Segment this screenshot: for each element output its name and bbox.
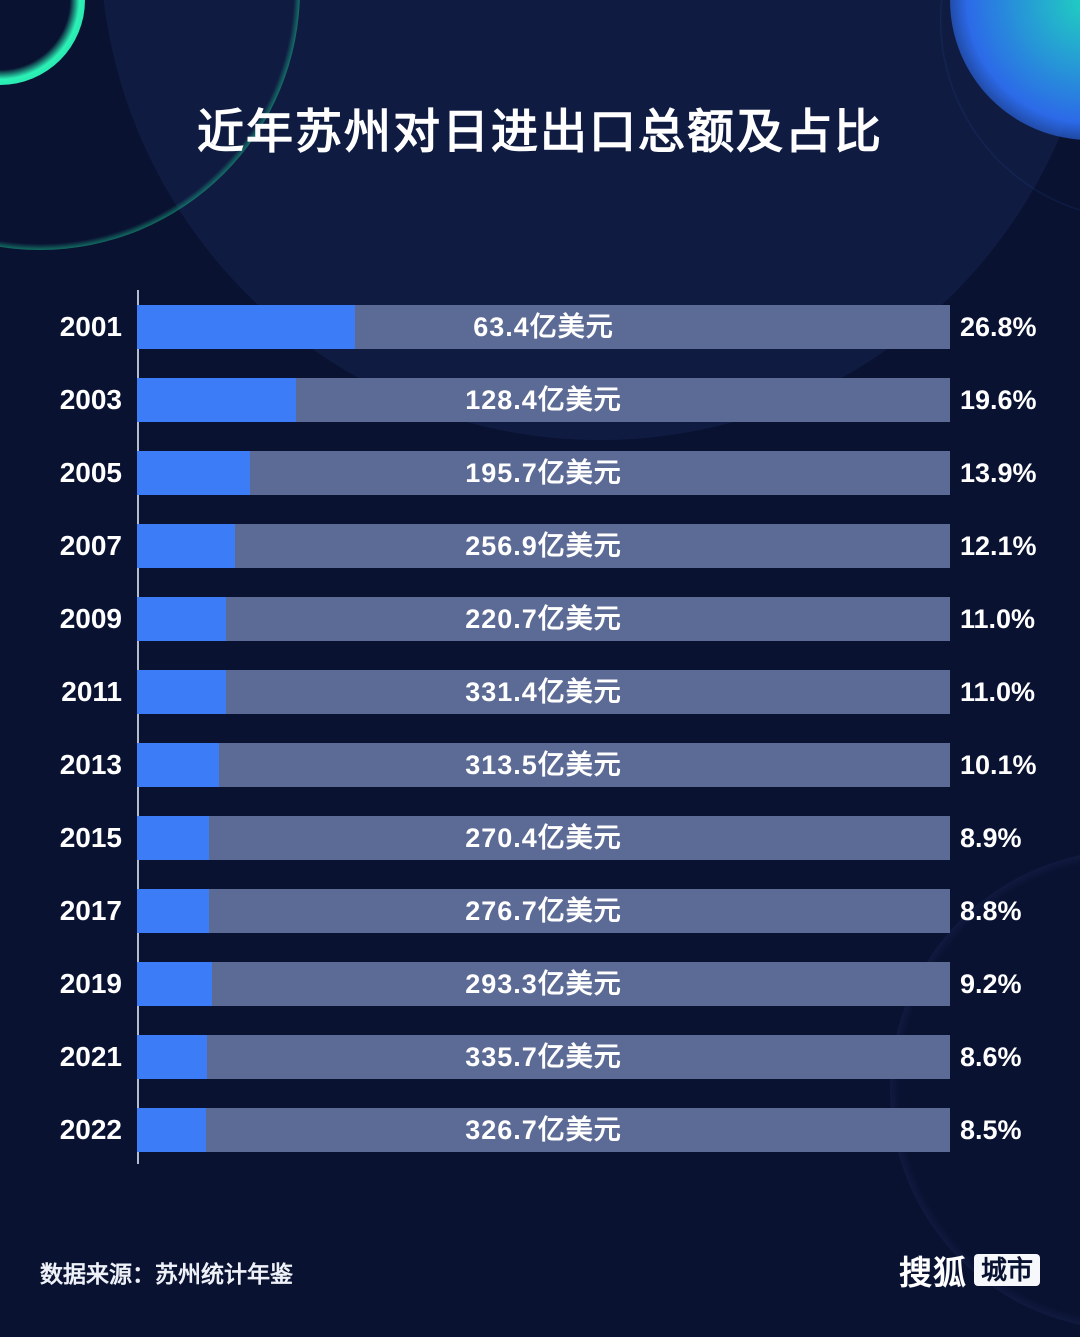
bar-percent-label: 8.8% xyxy=(960,895,1022,926)
bar-fill xyxy=(137,670,227,714)
decor-green-ring-small-icon xyxy=(0,0,85,85)
bar-fill xyxy=(137,889,209,933)
year-label: 2001 xyxy=(59,311,122,342)
bar-fill xyxy=(137,597,227,641)
bar-percent-label: 11.0% xyxy=(960,676,1036,707)
bar-fill xyxy=(137,1035,207,1079)
bar-track: 335.7亿美元 xyxy=(137,1035,950,1079)
bar-percent-label: 11.0% xyxy=(960,603,1036,634)
bar-value-label: 220.7亿美元 xyxy=(465,604,622,634)
year-label: 2019 xyxy=(59,968,122,999)
bar-track: 195.7亿美元 xyxy=(137,451,950,495)
bar-percent-label: 8.9% xyxy=(960,822,1022,853)
bar-value-label: 326.7亿美元 xyxy=(465,1115,622,1145)
bar-track: 220.7亿美元 xyxy=(137,597,950,641)
bar-value-label: 293.3亿美元 xyxy=(465,969,622,999)
chart-axis-line xyxy=(137,290,139,1164)
table-row: 2003 128.4亿美元 19.6% xyxy=(40,378,1040,422)
bar-fill xyxy=(137,1108,207,1152)
bar-value-label: 335.7亿美元 xyxy=(465,1042,622,1072)
bar-fill xyxy=(137,816,210,860)
bar-track: 63.4亿美元 xyxy=(137,305,950,349)
decor-blue-ring-outer-icon xyxy=(828,0,1080,330)
bar-percent-label: 10.1% xyxy=(960,749,1037,780)
bar-value-label: 256.9亿美元 xyxy=(465,531,622,561)
bar-track: 313.5亿美元 xyxy=(137,743,950,787)
logo-brand-text: 搜狐 xyxy=(898,1254,967,1291)
year-label: 2011 xyxy=(61,676,122,707)
bar-percent-label: 8.6% xyxy=(960,1041,1022,1072)
year-label: 2013 xyxy=(59,749,122,780)
bar-percent-label: 19.6% xyxy=(960,384,1037,415)
bar-value-label: 331.4亿美元 xyxy=(465,677,622,707)
bar-track: 293.3亿美元 xyxy=(137,962,950,1006)
table-row: 2017 276.7亿美元 8.8% xyxy=(40,889,1040,933)
year-label: 2017 xyxy=(59,895,122,926)
bar-fill xyxy=(137,743,220,787)
table-row: 2021 335.7亿美元 8.6% xyxy=(40,1035,1040,1079)
table-row: 2015 270.4亿美元 8.9% xyxy=(40,816,1040,860)
bar-percent-label: 8.5% xyxy=(960,1114,1022,1145)
bar-value-label: 128.4亿美元 xyxy=(465,385,622,415)
bar-percent-label: 12.1% xyxy=(960,530,1037,561)
bar-chart: 2001 63.4亿美元 26.8% 2003 128.4亿美元 19.6% 2005 195… xyxy=(40,305,1040,1152)
bar-fill xyxy=(137,451,250,495)
bar-track: 270.4亿美元 xyxy=(137,816,950,860)
table-row: 2013 313.5亿美元 10.1% xyxy=(40,743,1040,787)
bar-track: 326.7亿美元 xyxy=(137,1108,950,1152)
bar-track: 128.4亿美元 xyxy=(137,378,950,422)
year-label: 2022 xyxy=(59,1114,122,1145)
page-title: 近年苏州对日进出口总额及占比 xyxy=(197,105,883,158)
table-row: 2007 256.9亿美元 12.1% xyxy=(40,524,1040,568)
bar-percent-label: 13.9% xyxy=(960,457,1037,488)
logo-badge-text: 城市 xyxy=(973,1254,1040,1286)
bar-value-label: 276.7亿美元 xyxy=(465,896,622,926)
table-row: 2005 195.7亿美元 13.9% xyxy=(40,451,1040,495)
bar-percent-label: 9.2% xyxy=(960,968,1022,999)
data-source-note: 数据来源：苏州统计年鉴 xyxy=(40,1261,293,1287)
bar-track: 256.9亿美元 xyxy=(137,524,950,568)
year-label: 2015 xyxy=(59,822,122,853)
bar-fill xyxy=(137,962,212,1006)
year-label: 2021 xyxy=(59,1041,122,1072)
year-label: 2007 xyxy=(59,530,122,561)
publisher-logo: 搜狐 城市 xyxy=(899,1246,1040,1294)
bar-value-label: 313.5亿美元 xyxy=(465,750,622,780)
table-row: 2022 326.7亿美元 8.5% xyxy=(40,1108,1040,1152)
bar-fill xyxy=(137,524,236,568)
bar-track: 331.4亿美元 xyxy=(137,670,950,714)
year-label: 2009 xyxy=(59,603,122,634)
bar-value-label: 63.4亿美元 xyxy=(473,312,614,342)
bar-percent-label: 26.8% xyxy=(960,311,1037,342)
bar-track: 276.7亿美元 xyxy=(137,889,950,933)
bar-rows: 2001 63.4亿美元 26.8% 2003 128.4亿美元 19.6% 2005 195… xyxy=(40,305,1040,1152)
table-row: 2009 220.7亿美元 11.0% xyxy=(40,597,1040,641)
bar-value-label: 270.4亿美元 xyxy=(465,823,622,853)
bar-value-label: 195.7亿美元 xyxy=(465,458,622,488)
table-row: 2001 63.4亿美元 26.8% xyxy=(40,305,1040,349)
table-row: 2019 293.3亿美元 9.2% xyxy=(40,962,1040,1006)
table-row: 2011 331.4亿美元 11.0% xyxy=(40,670,1040,714)
year-label: 2005 xyxy=(59,457,122,488)
year-label: 2003 xyxy=(59,384,122,415)
